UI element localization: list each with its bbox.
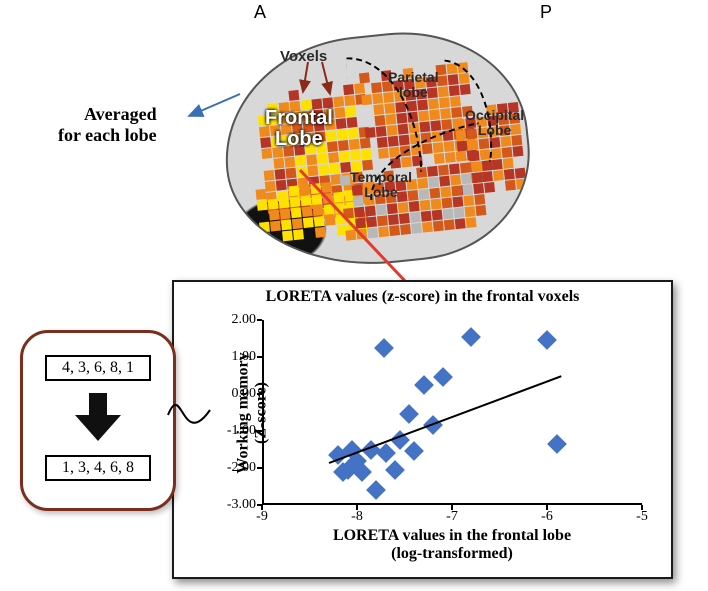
data-point (399, 404, 419, 424)
data-point (376, 443, 396, 463)
plot-area: -3.00-2.00-1.000.001.002.00 -9-8-7-6-5 W… (262, 320, 642, 505)
data-point (461, 327, 481, 347)
frontal-lobe-label: Frontal Lobe (265, 108, 333, 150)
data-point (414, 375, 434, 395)
data-point (537, 330, 557, 350)
averaged-label: Averaged for each lobe (58, 104, 157, 145)
data-point (385, 460, 405, 480)
voxels-arrow-icon (300, 58, 360, 113)
y-axis-label: Working memory(Z-score) (235, 352, 271, 473)
y-tick: 2.00 (206, 312, 262, 328)
data-point (547, 434, 567, 454)
data-point (433, 367, 453, 387)
x-axis-label: LORETA values in the frontal lobe(log-tr… (262, 527, 642, 562)
averaged-arrow-icon (185, 92, 255, 122)
sorted-numbers: 1, 3, 4, 6, 8 (45, 455, 151, 481)
data-point (404, 441, 424, 461)
scatter-chart: LORETA values (z-score) in the frontal v… (172, 280, 673, 579)
data-point (366, 480, 386, 500)
trend-line (328, 376, 561, 465)
parietal-lobe-label: Parietal lobe (388, 70, 439, 99)
chart-title: LORETA values (z-score) in the frontal v… (174, 288, 671, 306)
data-point (374, 338, 394, 358)
inset-connector-icon (162, 370, 222, 450)
number-sort-inset: 4, 3, 6, 8, 1 1, 3, 4, 6, 8 (20, 330, 176, 511)
sort-arrow-icon (71, 389, 125, 445)
occipital-lobe-label: Occipital Lobe (465, 108, 524, 137)
unsorted-numbers: 4, 3, 6, 8, 1 (45, 355, 151, 381)
